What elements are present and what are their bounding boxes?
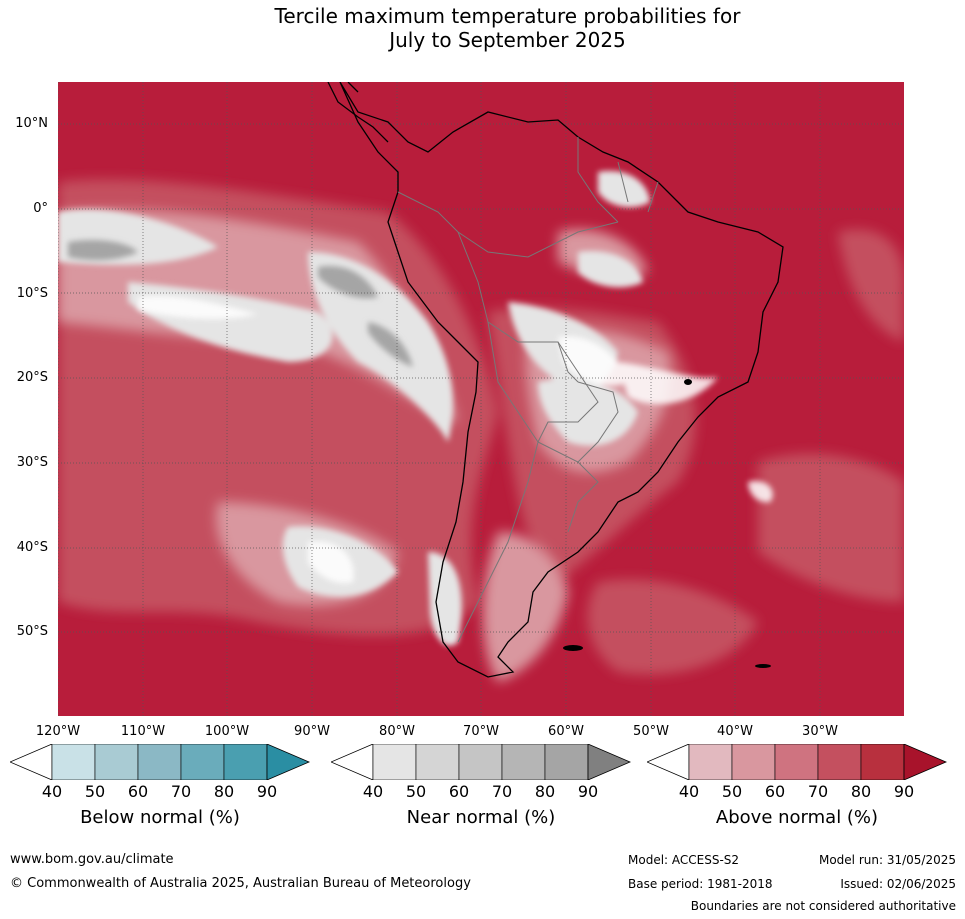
colorbar-tick-label: 60: [127, 782, 149, 801]
colorbar-tick-label: 80: [534, 782, 556, 801]
colorbar-segment: [223, 744, 268, 780]
central-america-coastline: [327, 82, 389, 143]
lat-label: 20°S: [16, 370, 48, 385]
lon-label: 30°W: [802, 724, 838, 739]
colorbar-tick-label: 80: [850, 782, 872, 801]
title-line-2: July to September 2025: [389, 28, 626, 52]
model-run-text: Model run: 31/05/2025: [818, 853, 956, 867]
colorbar-arrow-low: [331, 744, 374, 780]
colorbar-tick-label: 40: [678, 782, 700, 801]
lat-label: 40°S: [16, 540, 48, 555]
model-text: Model: ACCESS-S2: [628, 853, 740, 867]
colorbar-tick-label: 70: [170, 782, 192, 801]
lat-label: 50°S: [16, 624, 48, 639]
colorbar-tick-label: 40: [41, 782, 63, 801]
colorbar-tick-label: 50: [721, 782, 743, 801]
colorbar-tick-label: 60: [448, 782, 470, 801]
colorbar-tick-label: 70: [491, 782, 513, 801]
colorbar-segment: [501, 744, 546, 780]
lon-label: 50°W: [633, 724, 669, 739]
colorbar-tick-label: 40: [362, 782, 384, 801]
title-line-1: Tercile maximum temperature probabilitie…: [274, 4, 741, 28]
colorbar-tick-label: 50: [405, 782, 427, 801]
colorbar-tick-label: 70: [807, 782, 829, 801]
colorbar-segment: [180, 744, 225, 780]
lon-label: 100°W: [204, 724, 250, 739]
colorbar-segment: [372, 744, 417, 780]
islands: [563, 379, 771, 668]
colorbar-above-normal: [647, 744, 947, 780]
colorbar-arrow-low: [10, 744, 53, 780]
colorbar-arrow-high: [903, 744, 947, 780]
boundaries-disclaimer: Boundaries are not considered authoritat…: [690, 899, 956, 913]
colorbar-segment: [860, 744, 905, 780]
website-link[interactable]: www.bom.gov.au/climate: [10, 852, 174, 867]
colorbar-tick-label: 80: [213, 782, 235, 801]
colorbar-arrow-low: [647, 744, 690, 780]
colorbar-near-normal: [331, 744, 631, 780]
lon-label: 120°W: [35, 724, 81, 739]
near-normal-high-zones: [68, 240, 413, 367]
colorbar-segment: [51, 744, 96, 780]
colorbar-arrow-high: [266, 744, 310, 780]
lat-label: 30°S: [16, 455, 48, 470]
colorbar-arrow-high: [587, 744, 631, 780]
lon-label: 70°W: [463, 724, 499, 739]
colorbar-title-above: Above normal (%): [715, 807, 879, 828]
colorbar-segment: [544, 744, 589, 780]
colorbar-tick-label: 90: [256, 782, 278, 801]
colorbar-below-normal: [10, 744, 310, 780]
probability-map: [58, 82, 904, 716]
base-period-text: Base period: 1981-2018: [628, 877, 773, 891]
lat-label: 0°: [33, 201, 48, 216]
issued-text: Issued: 02/06/2025: [840, 877, 956, 891]
colorbar-segment: [137, 744, 182, 780]
colorbar-title-near: Near normal (%): [406, 807, 556, 828]
lon-label: 60°W: [548, 724, 584, 739]
colorbar-segment: [731, 744, 776, 780]
copyright-text: © Commonwealth of Australia 2025, Austra…: [10, 876, 471, 891]
colorbar-tick-label: 90: [577, 782, 599, 801]
colorbar-segment: [774, 744, 819, 780]
colorbar-tick-label: 90: [893, 782, 915, 801]
map-title: Tercile maximum temperature probabilitie…: [0, 4, 965, 52]
colorbar-title-below: Below normal (%): [80, 807, 240, 828]
lon-label: 110°W: [120, 724, 166, 739]
colorbar-segment: [415, 744, 460, 780]
colorbar-segment: [688, 744, 733, 780]
lon-label: 40°W: [717, 724, 753, 739]
lon-label: 90°W: [294, 724, 330, 739]
white-zones: [138, 295, 773, 584]
colorbar-tick-label: 50: [84, 782, 106, 801]
lat-label: 10°N: [15, 116, 48, 131]
colorbar-segment: [817, 744, 862, 780]
colorbar-segment: [94, 744, 139, 780]
colorbar-segment: [458, 744, 503, 780]
country-borders: [397, 137, 659, 643]
lon-label: 80°W: [379, 724, 415, 739]
colorbar-tick-label: 60: [764, 782, 786, 801]
lat-label: 10°S: [16, 286, 48, 301]
